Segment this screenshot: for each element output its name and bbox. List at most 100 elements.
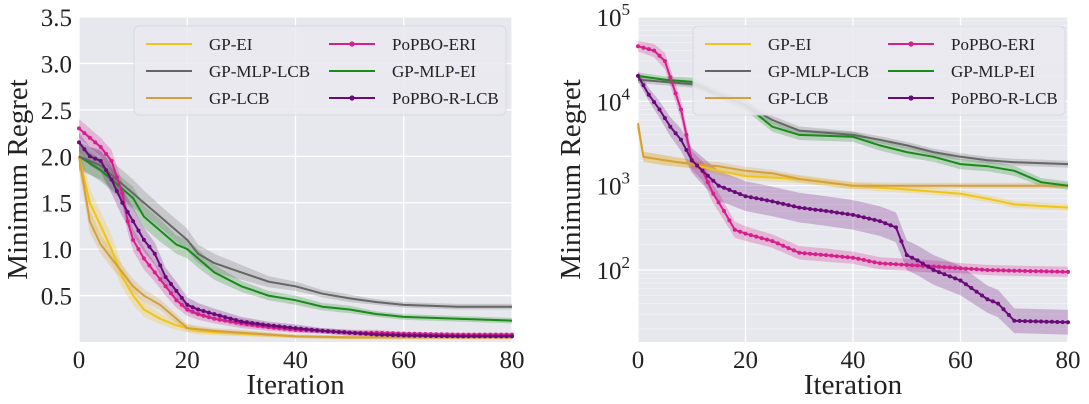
- point-popbo-r-lcb: [953, 276, 958, 281]
- legend-box: [133, 25, 507, 116]
- point-popbo-r-lcb: [423, 333, 428, 338]
- point-popbo-eri: [646, 47, 651, 52]
- point-popbo-r-lcb: [679, 137, 683, 142]
- point-popbo-r-lcb: [1039, 319, 1044, 324]
- point-popbo-eri: [716, 200, 721, 205]
- point-popbo-eri: [1023, 269, 1027, 273]
- point-popbo-r-lcb: [504, 334, 509, 339]
- point-popbo-r-lcb: [407, 333, 412, 338]
- point-popbo-r-lcb: [477, 334, 482, 339]
- legend-label: GP-EI: [209, 35, 253, 54]
- point-popbo-r-lcb: [802, 206, 807, 211]
- legend-label: PoPBO-R-LCB: [951, 89, 1058, 108]
- y-tick-label: 1.5: [41, 191, 72, 218]
- point-popbo-r-lcb: [439, 334, 444, 339]
- x-axis-label: Iteration: [804, 369, 903, 401]
- point-popbo-r-lcb: [169, 282, 173, 286]
- point-popbo-r-lcb: [152, 251, 157, 256]
- point-popbo-eri: [141, 256, 146, 261]
- point-popbo-r-lcb: [684, 148, 689, 152]
- point-popbo-eri: [179, 302, 184, 307]
- y-tick-label: 103: [597, 169, 631, 201]
- x-tick-label: 20: [175, 347, 200, 374]
- y-tick-label: 2.0: [41, 144, 72, 171]
- point-popbo-eri: [684, 132, 689, 137]
- point-popbo-r-lcb: [114, 189, 119, 194]
- point-popbo-eri: [1049, 269, 1054, 274]
- point-popbo-r-lcb: [829, 209, 834, 214]
- point-popbo-r-lcb: [646, 92, 651, 97]
- line-gp-lcb: [78, 156, 512, 339]
- x-tick-label: 20: [733, 347, 758, 374]
- point-popbo-r-lcb: [791, 204, 796, 209]
- point-popbo-r-lcb: [461, 334, 466, 339]
- legend: GP-EI GP-MLP-LCB GP-LCB PoPBO-ERI GP-MLP-EI P…: [133, 25, 507, 116]
- point-popbo-r-lcb: [867, 216, 872, 221]
- point-popbo-r-lcb: [347, 330, 352, 335]
- point-popbo-eri: [212, 316, 217, 321]
- legend: GP-EI GP-MLP-LCB GP-LCB PoPBO-ERI GP-MLP-EI P…: [692, 25, 1066, 116]
- point-popbo-eri: [899, 262, 904, 267]
- point-popbo-eri: [114, 175, 119, 180]
- point-popbo-r-lcb: [808, 207, 812, 211]
- legend-marker: [908, 41, 914, 47]
- point-popbo-eri: [883, 261, 888, 266]
- point-popbo-r-lcb: [963, 282, 968, 287]
- legend-marker: [908, 95, 914, 101]
- chart-panel-2: 0 20 40 60 80 102 103 104 105 Iteration Minimum Re…: [555, 0, 1081, 401]
- point-popbo-r-lcb: [883, 221, 888, 226]
- point-popbo-eri: [679, 107, 683, 112]
- y-tick-label: 3.5: [41, 5, 72, 32]
- point-popbo-r-lcb: [996, 301, 1001, 306]
- point-popbo-eri: [867, 259, 872, 264]
- point-popbo-eri: [185, 307, 190, 312]
- point-popbo-r-lcb: [174, 288, 179, 293]
- point-popbo-eri: [808, 251, 812, 256]
- point-popbo-r-lcb: [271, 323, 276, 328]
- band-gp-mlp-lcb: [79, 142, 512, 310]
- point-popbo-r-lcb: [1060, 320, 1065, 325]
- point-popbo-r-lcb: [1044, 319, 1049, 324]
- line-gp-lcb: [637, 123, 1068, 187]
- point-popbo-r-lcb: [455, 334, 460, 339]
- point-popbo-r-lcb: [732, 190, 737, 194]
- point-popbo-eri: [1028, 269, 1033, 274]
- point-popbo-r-lcb: [390, 333, 395, 338]
- point-popbo-r-lcb: [201, 309, 206, 313]
- point-popbo-r-lcb: [974, 289, 979, 294]
- legend-label: GP-EI: [768, 35, 812, 54]
- point-popbo-eri: [636, 44, 640, 49]
- point-popbo-eri: [958, 266, 963, 271]
- point-popbo-r-lcb: [212, 312, 217, 317]
- band-gp-ei: [638, 121, 1068, 211]
- point-popbo-eri: [136, 247, 141, 252]
- point-popbo-r-lcb: [293, 326, 298, 331]
- point-popbo-r-lcb: [990, 299, 995, 304]
- point-popbo-eri: [797, 250, 802, 255]
- point-popbo-eri: [996, 268, 1001, 273]
- point-popbo-r-lcb: [910, 255, 915, 260]
- point-popbo-r-lcb: [754, 196, 759, 201]
- point-popbo-eri: [120, 191, 125, 196]
- point-popbo-eri: [904, 262, 909, 267]
- point-popbo-r-lcb: [320, 328, 325, 333]
- x-tick-label: 0: [632, 347, 645, 374]
- point-popbo-eri: [765, 237, 769, 242]
- point-popbo-r-lcb: [93, 156, 98, 161]
- point-popbo-r-lcb: [434, 334, 439, 339]
- point-popbo-eri: [82, 131, 87, 136]
- point-popbo-eri: [953, 265, 958, 270]
- point-popbo-r-lcb: [136, 228, 141, 233]
- point-popbo-r-lcb: [705, 173, 710, 178]
- point-popbo-r-lcb: [445, 334, 450, 339]
- point-popbo-r-lcb: [781, 201, 786, 206]
- point-popbo-r-lcb: [920, 261, 925, 266]
- point-popbo-r-lcb: [958, 278, 963, 283]
- point-popbo-r-lcb: [980, 293, 984, 298]
- point-popbo-eri: [781, 243, 786, 248]
- point-popbo-eri: [840, 254, 845, 259]
- point-popbo-eri: [894, 262, 898, 267]
- point-popbo-r-lcb: [797, 205, 802, 210]
- point-popbo-eri: [190, 309, 195, 314]
- point-popbo-r-lcb: [1012, 318, 1017, 323]
